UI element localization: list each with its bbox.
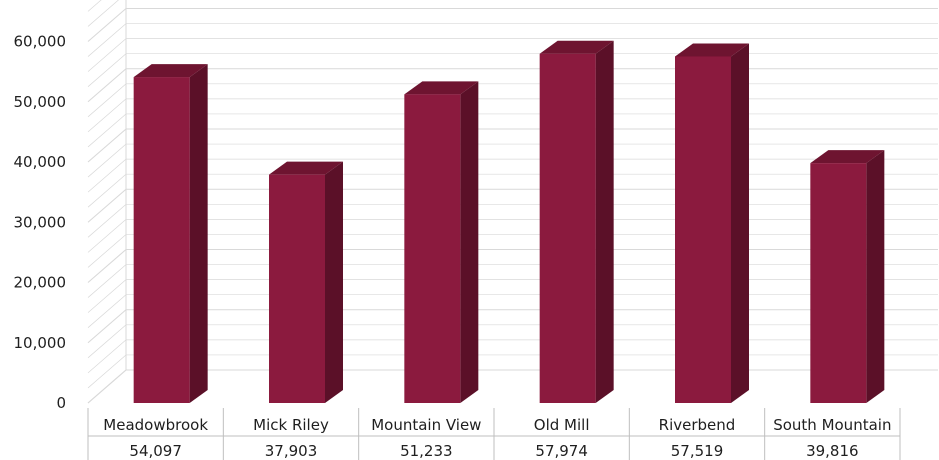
minor-gridline xyxy=(87,38,938,72)
minor-gridline xyxy=(87,53,938,87)
category-label: Riverbend xyxy=(659,416,736,434)
bar-front xyxy=(269,174,325,403)
bar-top xyxy=(810,150,885,164)
bar xyxy=(810,150,885,403)
y-tick-label: 20,000 xyxy=(14,274,67,292)
value-label: 57,519 xyxy=(671,442,724,460)
bar-front xyxy=(404,94,461,404)
value-label: 57,974 xyxy=(535,442,588,460)
y-tick-label: 40,000 xyxy=(14,153,67,171)
bar-side xyxy=(595,40,614,403)
bar-side xyxy=(731,43,749,403)
minor-gridline xyxy=(87,0,102,12)
bar xyxy=(133,64,208,403)
category-label: Meadowbrook xyxy=(103,416,208,434)
category-label: Old Mill xyxy=(534,416,590,434)
bar-top xyxy=(133,64,208,78)
bar-front xyxy=(810,163,867,403)
minor-gridline xyxy=(87,83,938,118)
y-tick-label: 60,000 xyxy=(14,33,67,51)
gridlines xyxy=(87,0,938,404)
bar xyxy=(675,43,749,403)
category-label: Mountain View xyxy=(371,416,481,434)
value-label: 37,903 xyxy=(265,442,318,460)
bar xyxy=(539,40,614,403)
y-tick-label: 0 xyxy=(56,394,66,412)
bar-top xyxy=(539,40,614,54)
y-tick-label: 50,000 xyxy=(14,93,67,111)
bar xyxy=(404,81,479,404)
value-label: 39,816 xyxy=(806,442,859,460)
major-gridline xyxy=(87,7,938,42)
bar-top xyxy=(404,81,479,95)
bar-front xyxy=(133,77,190,403)
value-label: 54,097 xyxy=(129,442,182,460)
y-axis: 0 10,000 20,000 30,000 40,000 50,000 60,000 xyxy=(14,33,67,413)
minor-gridline xyxy=(87,0,119,27)
minor-gridline xyxy=(87,98,938,133)
bar-side xyxy=(866,150,885,403)
minor-gridline xyxy=(87,23,938,57)
data-table: Meadowbrook 54,097 Mick Riley 37,903 Mountai… xyxy=(87,408,901,460)
y-tick-label: 10,000 xyxy=(14,334,67,352)
bar-side xyxy=(189,64,208,403)
major-gridline xyxy=(87,68,938,103)
bar-front xyxy=(675,56,731,403)
bar xyxy=(269,161,343,403)
major-gridline xyxy=(87,128,938,163)
category-label: Mick Riley xyxy=(253,416,329,434)
value-label: 51,233 xyxy=(400,442,453,460)
category-label: South Mountain xyxy=(773,416,891,434)
bars xyxy=(133,40,885,404)
y-tick-label: 30,000 xyxy=(14,213,67,231)
bar-top xyxy=(675,43,749,57)
bar-side xyxy=(325,161,343,403)
bar-side xyxy=(460,81,479,404)
bar-front xyxy=(539,53,596,403)
wall-edge xyxy=(87,0,127,404)
bar-top xyxy=(269,161,343,175)
minor-gridline xyxy=(87,113,938,148)
